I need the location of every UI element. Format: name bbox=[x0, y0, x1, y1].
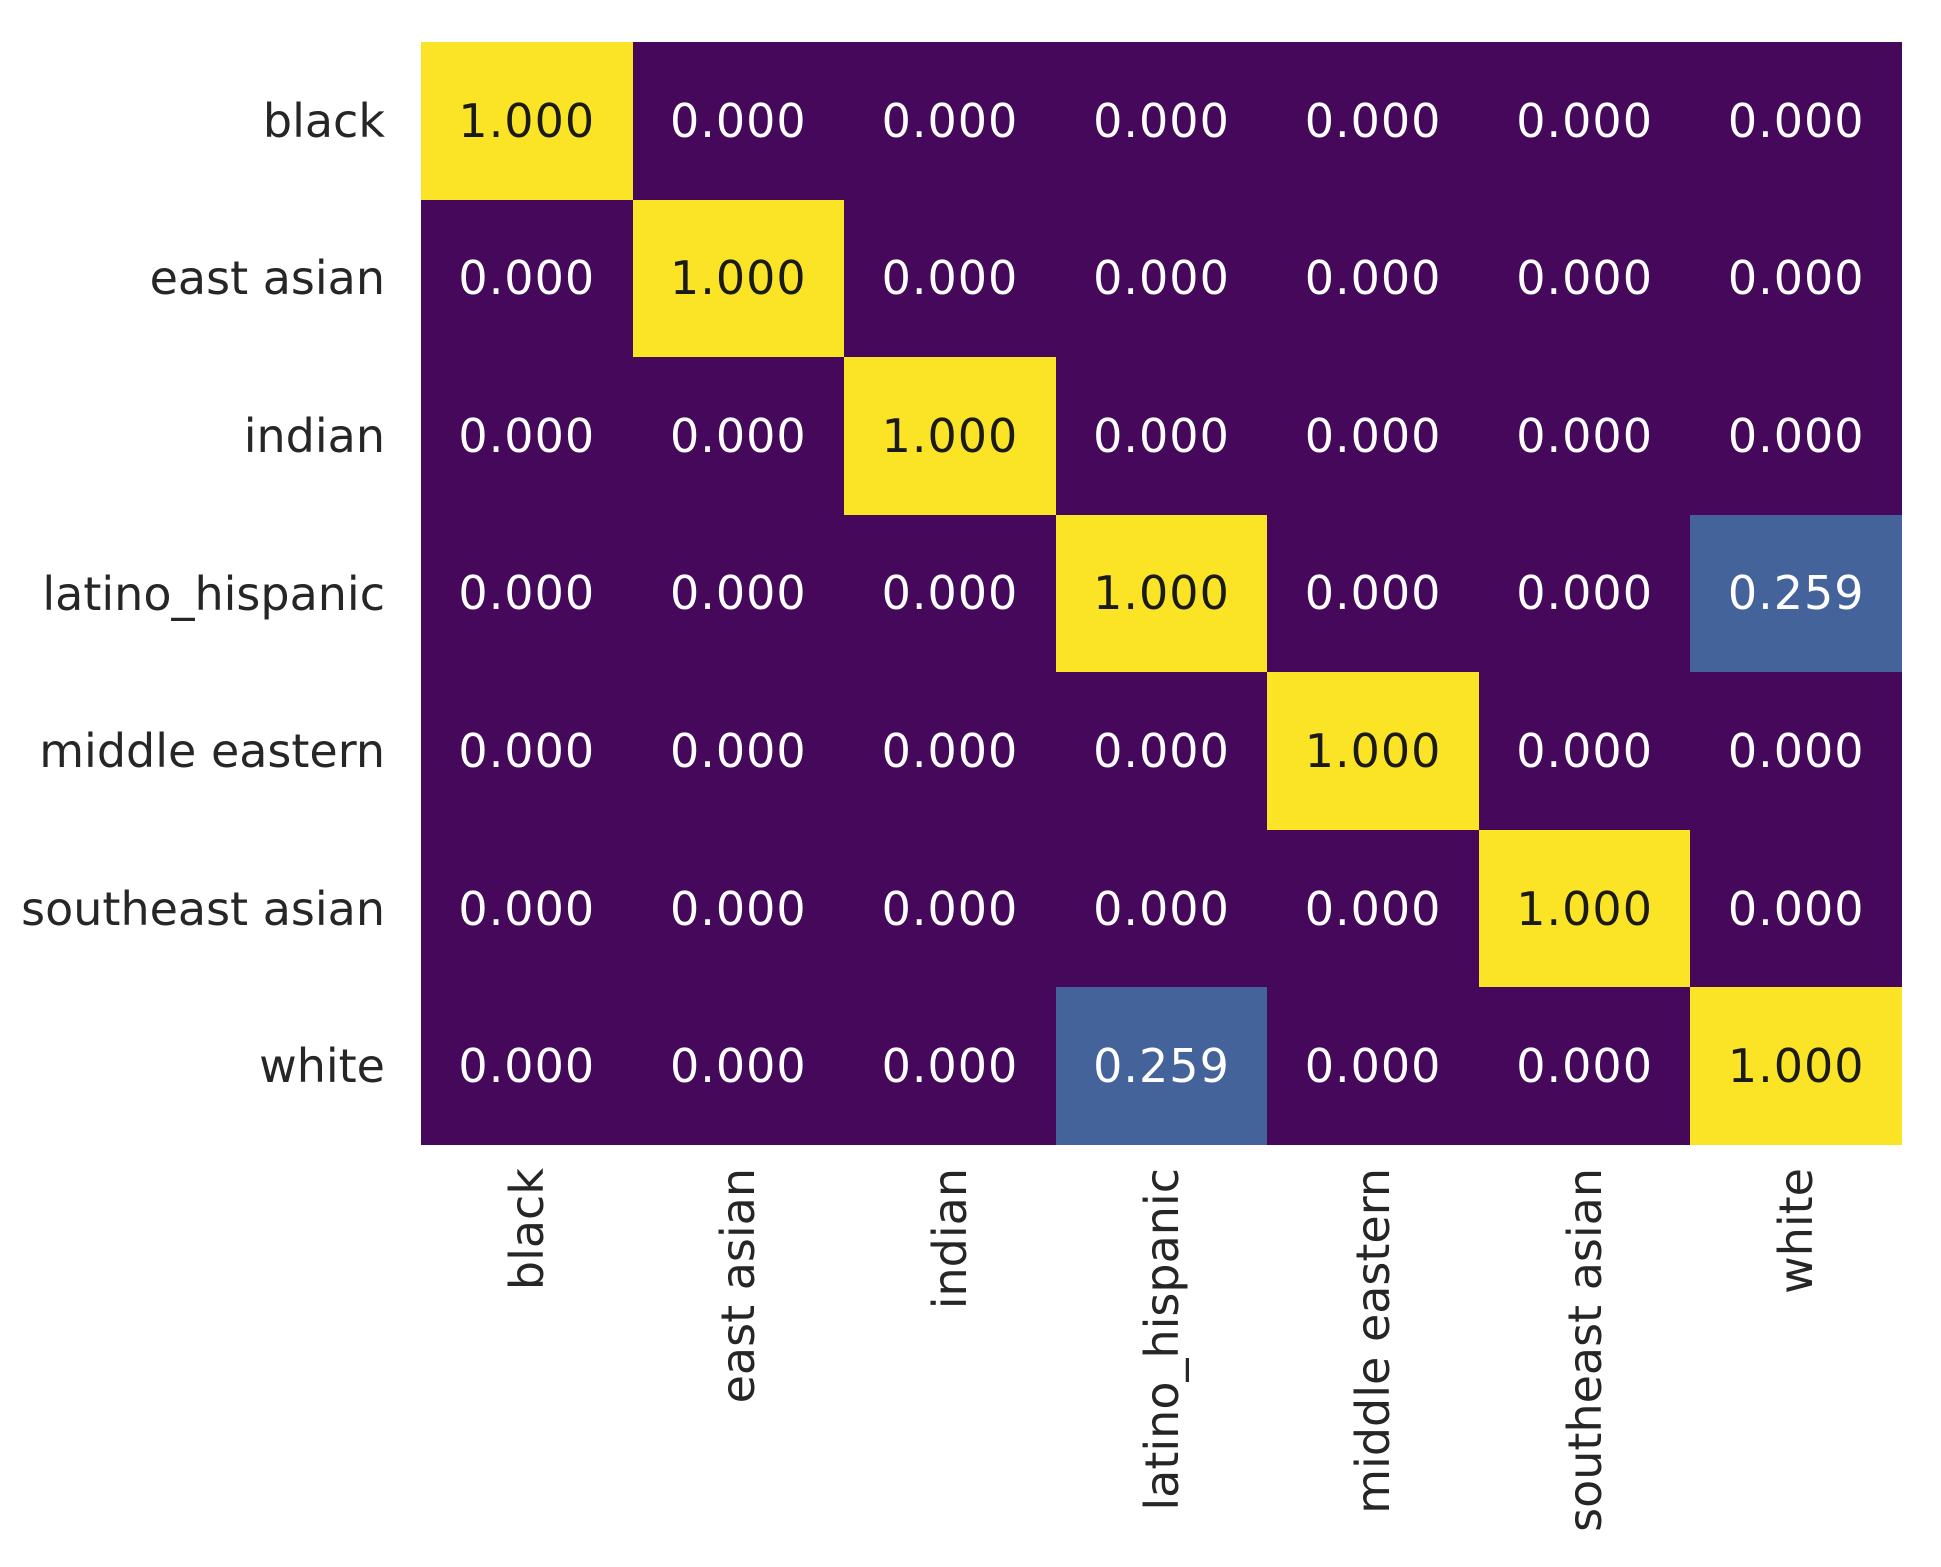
heatmap-cell: 0.000 bbox=[844, 987, 1056, 1145]
y-tick-label: southeast asian bbox=[21, 881, 385, 936]
heatmap-grid: 1.000 0.000 0.000 0.000 0.000 0.000 0.000 0.000… bbox=[421, 42, 1902, 1145]
heatmap-cell: 0.000 bbox=[1478, 357, 1691, 515]
heatmap-cell: 0.000 bbox=[632, 514, 845, 673]
x-tick-label: black bbox=[499, 1168, 555, 1290]
heatmap-cell: 0.000 bbox=[1690, 42, 1902, 200]
heatmap-cell: 0.000 bbox=[844, 672, 1056, 830]
y-tick-label: white bbox=[259, 1039, 385, 1094]
heatmap-cell: 0.000 bbox=[421, 672, 633, 830]
heatmap-cell: 0.000 bbox=[421, 199, 633, 358]
heatmap-cell: 0.000 bbox=[632, 42, 845, 200]
x-tick-label: east asian bbox=[710, 1168, 766, 1403]
y-tick-label: east asian bbox=[149, 251, 385, 306]
heatmap-cell: 0.000 bbox=[632, 987, 845, 1145]
heatmap-cell: 0.000 bbox=[1478, 199, 1691, 358]
x-tick-label-text: east asian bbox=[711, 1168, 766, 1404]
heatmap-cell: 0.000 bbox=[1055, 42, 1268, 200]
heatmap-cell: 0.000 bbox=[1478, 672, 1691, 830]
x-tick-label-text: southeast asian bbox=[1557, 1168, 1612, 1532]
x-tick-label: southeast asian bbox=[1557, 1168, 1613, 1532]
heatmap-cell: 0.000 bbox=[1055, 829, 1268, 988]
heatmap-cell: 0.000 bbox=[421, 357, 633, 515]
x-tick-label-text: black bbox=[499, 1168, 554, 1291]
x-tick-label-text: white bbox=[1769, 1168, 1824, 1294]
heatmap-cell: 1.000 bbox=[844, 357, 1056, 515]
heatmap-cell: 0.000 bbox=[844, 199, 1056, 358]
heatmap-cell: 0.259 bbox=[1055, 987, 1268, 1145]
heatmap-cell: 0.000 bbox=[1267, 514, 1479, 673]
heatmap-cell: 0.000 bbox=[421, 987, 633, 1145]
heatmap-cell: 0.000 bbox=[1478, 987, 1691, 1145]
heatmap-cell: 0.000 bbox=[1055, 357, 1268, 515]
heatmap-cell: 0.000 bbox=[1690, 199, 1902, 358]
x-tick-label: middle eastern bbox=[1345, 1168, 1401, 1514]
heatmap-cell: 0.000 bbox=[1055, 199, 1268, 358]
heatmap-cell: 1.000 bbox=[1690, 987, 1902, 1145]
heatmap-cell: 0.259 bbox=[1690, 514, 1902, 673]
heatmap-cell: 0.000 bbox=[1478, 42, 1691, 200]
x-tick-label: white bbox=[1768, 1168, 1824, 1294]
heatmap-cell: 0.000 bbox=[844, 514, 1056, 673]
heatmap-cell: 0.000 bbox=[632, 672, 845, 830]
x-tick-label-text: latino_hispanic bbox=[1134, 1168, 1189, 1511]
heatmap-cell: 0.000 bbox=[632, 829, 845, 988]
y-tick-label: middle eastern bbox=[39, 724, 385, 779]
heatmap-cell: 0.000 bbox=[1267, 199, 1479, 358]
y-tick-label: indian bbox=[243, 408, 385, 463]
x-tick-label-text: indian bbox=[922, 1168, 977, 1310]
heatmap-cell: 0.000 bbox=[632, 357, 845, 515]
y-tick-label: black bbox=[262, 93, 385, 148]
heatmap-cell: 0.000 bbox=[1690, 672, 1902, 830]
heatmap-cell: 1.000 bbox=[421, 42, 633, 200]
heatmap-cell: 0.000 bbox=[1267, 987, 1479, 1145]
heatmap-cell: 1.000 bbox=[1055, 514, 1268, 673]
heatmap-cell: 1.000 bbox=[1478, 829, 1691, 988]
heatmap-cell: 0.000 bbox=[1267, 42, 1479, 200]
heatmap-cell: 0.000 bbox=[1690, 357, 1902, 515]
x-tick-label-text: middle eastern bbox=[1346, 1168, 1401, 1514]
x-tick-label: indian bbox=[922, 1168, 978, 1309]
heatmap-cell: 0.000 bbox=[1690, 829, 1902, 988]
x-tick-label: latino_hispanic bbox=[1134, 1168, 1190, 1511]
heatmap-cell: 0.000 bbox=[1055, 672, 1268, 830]
heatmap-cell: 0.000 bbox=[1267, 829, 1479, 988]
heatmap-cell: 0.000 bbox=[421, 829, 633, 988]
heatmap-cell: 0.000 bbox=[1478, 514, 1691, 673]
heatmap-cell: 0.000 bbox=[1267, 357, 1479, 515]
heatmap-cell: 0.000 bbox=[844, 829, 1056, 988]
heatmap-cell: 0.000 bbox=[844, 42, 1056, 200]
heatmap-cell: 1.000 bbox=[632, 199, 845, 358]
heatmap-cell: 0.000 bbox=[421, 514, 633, 673]
heatmap-cell: 1.000 bbox=[1267, 672, 1479, 830]
y-tick-label: latino_hispanic bbox=[42, 566, 385, 621]
